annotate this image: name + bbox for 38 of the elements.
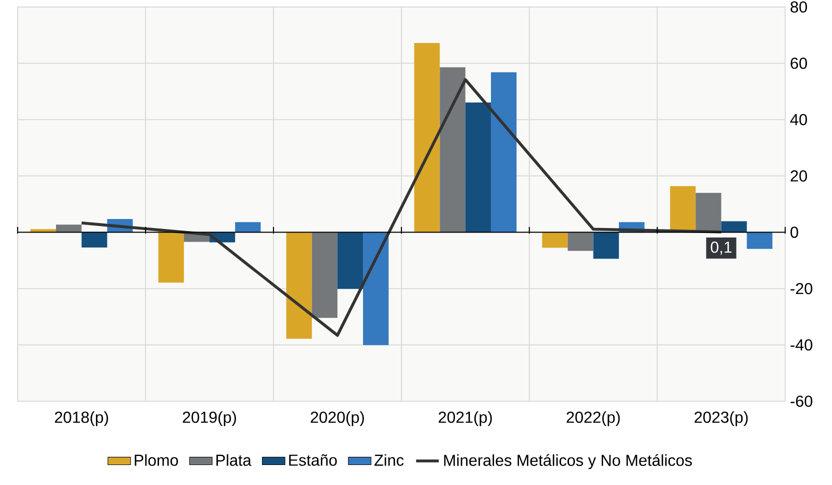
bar	[235, 222, 261, 232]
bar	[312, 232, 338, 318]
bar	[696, 192, 722, 232]
bar	[82, 232, 108, 248]
bar	[593, 232, 619, 259]
x-tick-label: 2018(p)	[54, 411, 108, 426]
legend-label: Plata	[216, 454, 252, 466]
bar	[721, 221, 747, 232]
bar	[286, 232, 312, 339]
x-tick-label: 2021(p)	[438, 411, 492, 426]
y-tick-label: 40	[790, 114, 807, 126]
legend-label: Zinc	[374, 454, 404, 466]
bar	[440, 67, 466, 232]
data-label: 0,1	[710, 242, 732, 255]
y-tick-label: -40	[790, 339, 812, 351]
bar	[414, 43, 440, 232]
y-tick-label: 60	[790, 58, 807, 69]
x-tick-label: 2022(p)	[566, 411, 620, 426]
bar	[490, 72, 517, 232]
y-tick-label: -20	[790, 283, 812, 294]
legend-label: Minerales Metálicos y No Metálicos	[444, 454, 692, 470]
y-tick-label: 0	[790, 226, 798, 238]
y-tick-label: -60	[790, 396, 812, 407]
y-tick-label: 20	[790, 170, 807, 182]
x-tick-label: 2019(p)	[182, 411, 236, 426]
bar	[158, 232, 184, 283]
x-tick-label: 2023(p)	[694, 411, 748, 426]
bar	[746, 232, 772, 249]
y-tick-label: 80	[790, 1, 807, 13]
x-tick-label: 2020(p)	[310, 411, 364, 426]
bar	[542, 232, 568, 248]
bar	[568, 232, 594, 251]
legend-label: Estaño	[289, 454, 337, 466]
bar	[56, 224, 82, 232]
legend-label: Plomo	[134, 454, 178, 466]
bar	[363, 232, 389, 346]
bar	[337, 232, 364, 289]
bar	[465, 102, 491, 232]
